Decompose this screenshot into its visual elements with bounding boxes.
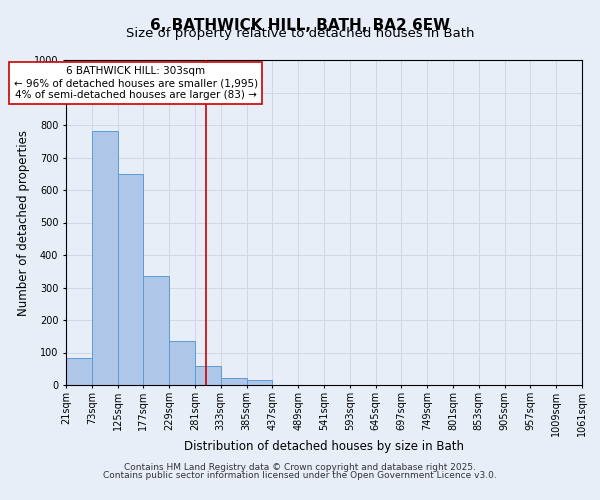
Bar	[118, 174, 143, 385]
Bar	[143, 276, 169, 385]
Bar	[92, 130, 118, 385]
Bar	[66, 358, 92, 385]
Text: Size of property relative to detached houses in Bath: Size of property relative to detached ho…	[126, 28, 474, 40]
X-axis label: Distribution of detached houses by size in Bath: Distribution of detached houses by size …	[184, 440, 464, 453]
Text: Contains HM Land Registry data © Crown copyright and database right 2025.: Contains HM Land Registry data © Crown c…	[124, 464, 476, 472]
Bar	[169, 341, 195, 385]
Bar	[247, 380, 272, 385]
Y-axis label: Number of detached properties: Number of detached properties	[17, 130, 29, 316]
Text: 6 BATHWICK HILL: 303sqm
← 96% of detached houses are smaller (1,995)
4% of semi-: 6 BATHWICK HILL: 303sqm ← 96% of detache…	[14, 66, 258, 100]
Bar	[195, 366, 221, 385]
Bar	[221, 378, 247, 385]
Text: Contains public sector information licensed under the Open Government Licence v3: Contains public sector information licen…	[103, 471, 497, 480]
Text: 6, BATHWICK HILL, BATH, BA2 6EW: 6, BATHWICK HILL, BATH, BA2 6EW	[150, 18, 450, 32]
